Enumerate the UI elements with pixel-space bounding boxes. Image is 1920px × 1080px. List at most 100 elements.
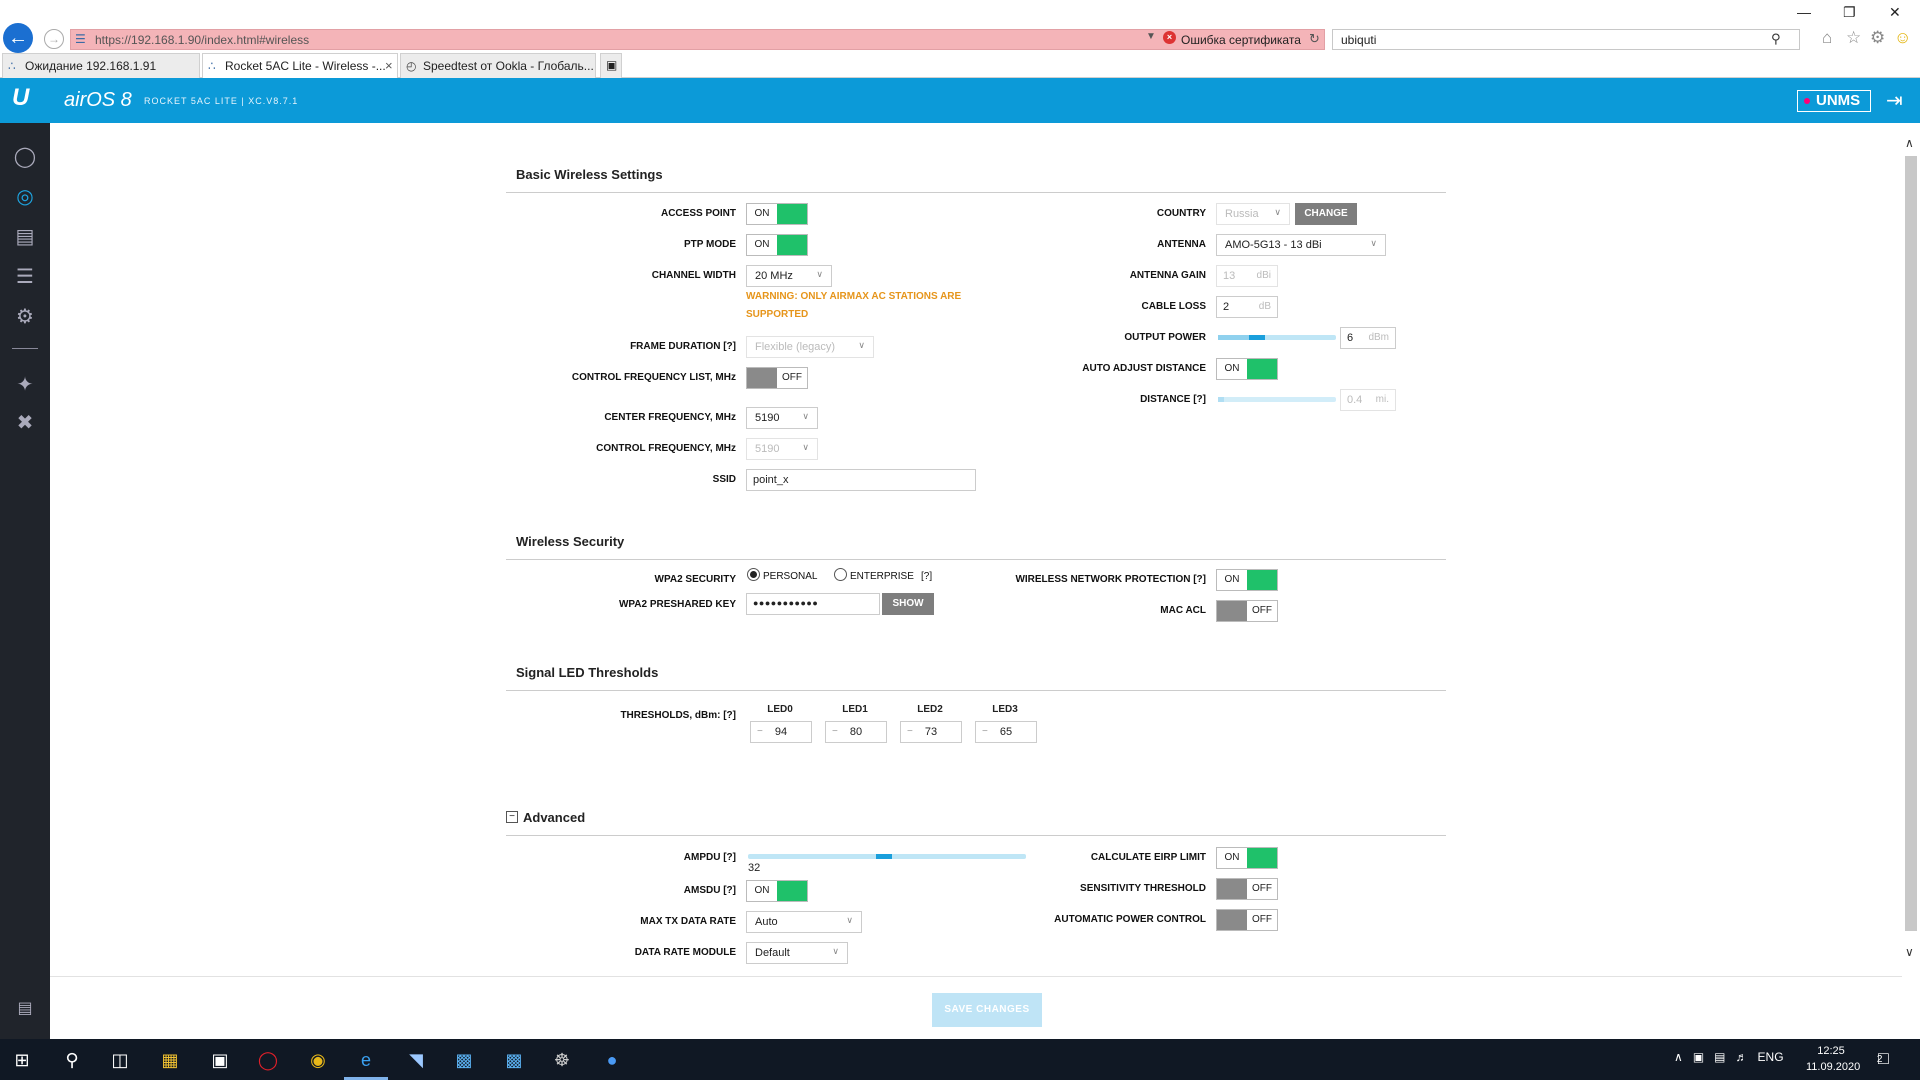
forward-button[interactable]: → [44,29,64,49]
led0-input[interactable]: −94 [750,721,812,743]
personal-radio[interactable] [747,568,760,581]
battery-icon[interactable]: ▣ [1692,1050,1705,1064]
psk-input[interactable]: ●●●●●●●●●●● [746,593,880,615]
log-icon[interactable]: ▤ [17,1000,33,1017]
data-rate-module-label: DATA RATE MODULE [634,947,736,958]
divider [506,690,1446,691]
slider-handle[interactable] [876,854,892,859]
ssid-input[interactable]: point_x [746,469,976,491]
center-frequency-select[interactable]: 5190 ∨ [746,407,818,429]
logout-icon[interactable]: ⇥ [1886,90,1903,112]
clock[interactable]: 12:25 11.09.2020 [1806,1043,1860,1075]
services-icon[interactable]: ☰ [16,266,34,288]
eirp-toggle[interactable]: ON [1216,847,1278,869]
scroll-up-icon[interactable]: ∧ [1905,136,1914,150]
apc-toggle[interactable]: OFF [1216,909,1278,931]
wireless-icon[interactable]: ◎ [16,186,34,208]
minimize-icon[interactable]: — [1797,4,1811,20]
task-view-icon[interactable]: ◫ [111,1050,129,1070]
internet-explorer-icon[interactable]: e [360,1050,371,1070]
antenna-select[interactable]: AMO-5G13 - 13 dBi ∨ [1216,234,1386,256]
tab-waiting[interactable]: ∴ Ожидание 192.168.1.91 [2,53,200,78]
cfl-toggle[interactable]: OFF [746,367,808,389]
max-tx-select[interactable]: Auto ∨ [746,911,862,933]
refresh-icon[interactable]: ↻ [1309,31,1320,46]
app-window-icon[interactable]: ▩ [455,1050,473,1070]
address-bar[interactable]: ☰ https://192.168.1.90/index.html#wirele… [70,29,1325,50]
ampdu-slider[interactable] [748,854,1026,859]
access-point-toggle[interactable]: ON [746,203,808,225]
center-frequency-label: CENTER FREQUENCY, MHz [604,412,736,423]
restore-icon[interactable]: ❐ [1843,4,1856,20]
file-explorer-icon[interactable]: ▦ [161,1050,179,1070]
led3-input[interactable]: −65 [975,721,1037,743]
output-power-label: OUTPUT POWER [1124,332,1206,343]
led1-input[interactable]: −80 [825,721,887,743]
cert-error-text[interactable]: Ошибка сертификата [1181,33,1301,47]
back-button[interactable]: ← [3,23,33,53]
sensitivity-toggle[interactable]: OFF [1216,878,1278,900]
windows-start-icon[interactable]: ⊞ [14,1050,30,1070]
collapse-advanced-icon[interactable]: − [506,811,518,823]
close-icon[interactable]: × [385,58,393,73]
gear-icon[interactable]: ⚙ [1870,28,1886,47]
network-icon[interactable]: ▤ [1714,1050,1726,1064]
amsdu-toggle[interactable]: ON [746,880,808,902]
language-indicator[interactable]: ENG [1757,1050,1784,1064]
ptp-mode-toggle[interactable]: ON [746,234,808,256]
output-power-slider[interactable] [1218,335,1336,340]
opera-icon[interactable]: ◯ [257,1050,279,1070]
led2-input[interactable]: −73 [900,721,962,743]
new-tab-button[interactable]: ▣ [600,53,622,78]
volume-icon[interactable]: ♬ [1735,1050,1748,1064]
chevron-up-icon[interactable]: ∧ [1674,1050,1683,1064]
app-window-icon[interactable]: ▩ [505,1050,523,1070]
cable-loss-input[interactable]: 2 dB [1216,296,1278,318]
tab-speedtest[interactable]: ◴ Speedtest от Ookla - Глобаль... [400,53,596,78]
search-icon[interactable]: ⚲ [1771,31,1781,46]
system-tray[interactable]: ∧ ▣ ▤ ♬ ENG [1674,1050,1784,1064]
app-icon[interactable]: ☸ [553,1050,571,1070]
enterprise-help[interactable]: [?] [921,571,933,582]
show-key-button[interactable]: SHOW [882,593,934,615]
store-icon[interactable]: ▣ [211,1050,229,1070]
chrome-icon[interactable]: ◉ [310,1050,326,1070]
channel-width-select[interactable]: 20 MHz ∨ [746,265,832,287]
unms-button[interactable]: UNMS [1797,90,1871,112]
mac-acl-toggle[interactable]: OFF [1216,600,1278,622]
network-icon[interactable]: ▤ [15,226,35,248]
chevron-down-icon[interactable]: ▼ [1146,31,1156,42]
tab-rocket-wireless[interactable]: ∴ Rocket 5AC Lite - Wireless -... × [202,53,398,78]
antenna-gain-input: 13 dBi [1216,265,1278,287]
ubiquiti-logo-icon[interactable]: U [12,84,30,111]
notification-icon[interactable]: □2 [1876,1048,1889,1068]
dashboard-icon[interactable]: ◯ [13,146,37,168]
search-value: ubiquti [1341,33,1377,47]
star-icon[interactable]: ☆ [1846,28,1862,47]
personal-label: PERSONAL [763,571,818,582]
scrollbar-thumb[interactable] [1905,156,1917,931]
data-rate-module-select[interactable]: Default ∨ [746,942,848,964]
output-power-input[interactable]: 6 dBm [1340,327,1396,349]
close-icon[interactable]: ✕ [1889,4,1901,20]
url-text[interactable]: https://192.168.1.90/index.html#wireless [95,33,310,47]
change-country-button[interactable]: CHANGE [1295,203,1357,225]
system-gear-icon[interactable]: ⚙ [16,306,34,328]
amsdu-label: AMSDU [?] [683,885,736,896]
tools-icon[interactable]: ✖ [16,412,34,434]
taskbar: ⊞ ⚲ ◫ ▦ ▣ ◯ ◉ e ◥ ▩ ▩ ☸ ● ∧ ▣ ▤ ♬ ENG 12… [0,1039,1920,1080]
wnp-toggle[interactable]: ON [1216,569,1278,591]
scroll-down-icon[interactable]: ∨ [1905,945,1914,959]
smiley-icon[interactable]: ☺ [1894,28,1912,47]
auto-adjust-toggle[interactable]: ON [1216,358,1278,380]
save-changes-button[interactable]: SAVE CHANGES [932,993,1042,1027]
wpa2-security-label: WPA2 SECURITY [654,574,737,585]
app-icon[interactable]: ● [606,1050,618,1070]
wand-icon[interactable]: ✦ [16,374,34,396]
enterprise-radio[interactable] [834,568,847,581]
search-input[interactable]: ubiquti ⚲ [1332,29,1800,50]
home-icon[interactable]: ⌂ [1822,28,1833,47]
slider-handle[interactable] [1249,335,1265,340]
app-icon[interactable]: ◥ [409,1050,423,1070]
search-icon[interactable]: ⚲ [65,1050,79,1070]
